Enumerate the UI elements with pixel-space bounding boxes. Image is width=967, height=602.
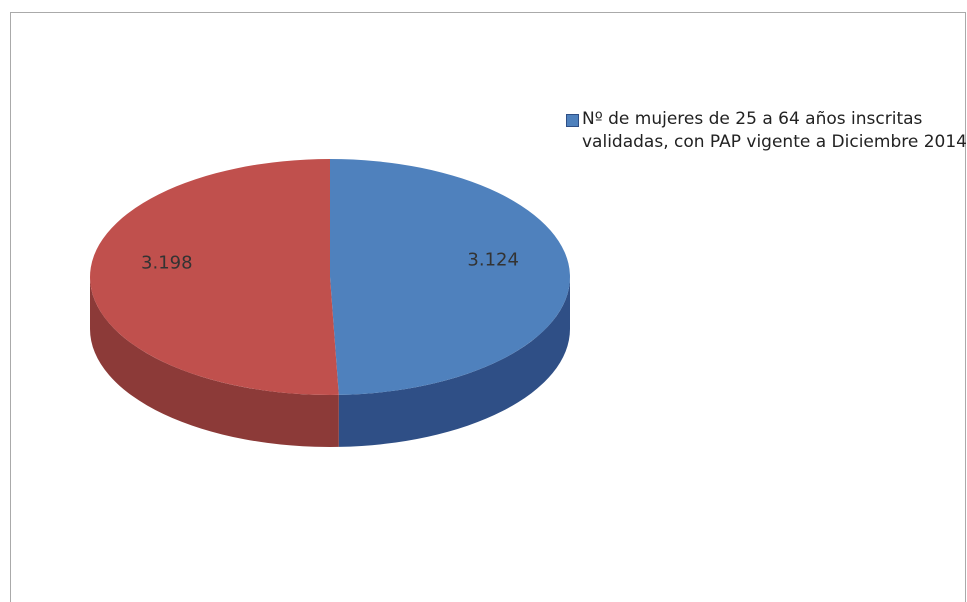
pie-side [90, 277, 339, 447]
pie-slice [330, 159, 570, 395]
pie-slice [89, 159, 339, 395]
data-label: 3.198 [141, 252, 193, 273]
frame-border [10, 12, 966, 602]
legend-swatch [566, 114, 579, 127]
legend-label: Nº de mujeres de 25 a 64 años inscritas … [582, 109, 967, 152]
data-label: 3.124 [467, 250, 519, 271]
legend-item: Nº de mujeres de 25 a 64 años inscritas … [566, 108, 967, 154]
pie-side [338, 277, 570, 447]
